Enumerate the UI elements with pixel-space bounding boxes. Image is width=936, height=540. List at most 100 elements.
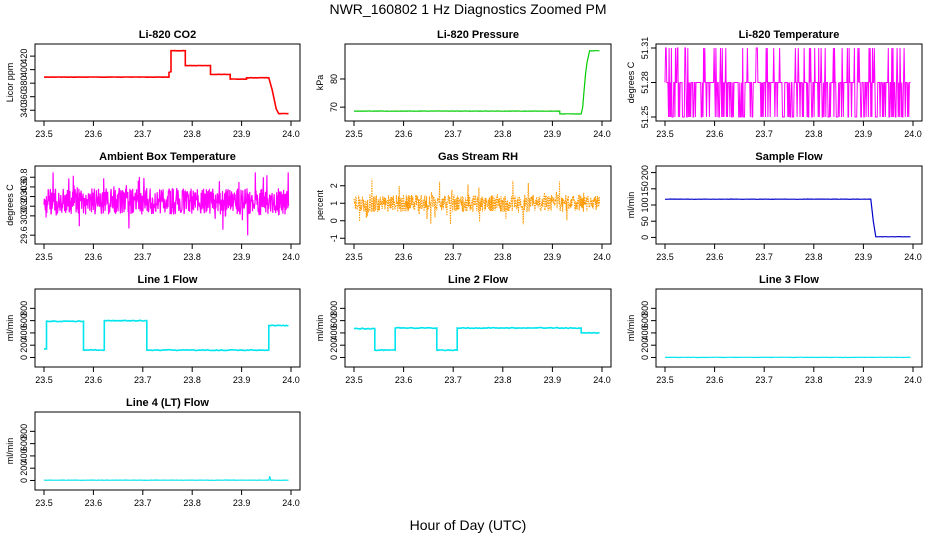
y-tick-label: 0 — [640, 235, 650, 240]
panel-title: Li-820 CO2 — [139, 29, 196, 41]
x-tick-label: 23.6 — [706, 375, 724, 385]
x-tick-label: 23.8 — [183, 129, 201, 139]
panel-sample_flow: Sample Flow 23.5 23.6 23.7 23.8 23.9 24.0 0 50 10… — [626, 151, 923, 262]
y-tick-label: 50 — [640, 216, 650, 226]
panel-gas_rh: Gas Stream RH 23.5 23.6 23.7 23.8 23.9 24.0 -1 0… — [315, 151, 612, 262]
x-tick-label: 23.7 — [134, 498, 152, 508]
x-tick-label: 24.0 — [593, 375, 611, 385]
y-tick-label: 600 — [19, 313, 29, 328]
series-line — [353, 326, 600, 352]
series-line — [664, 47, 911, 118]
plot-frame — [34, 43, 301, 122]
x-tick-label: 23.8 — [494, 252, 512, 262]
x-tick-label: 23.7 — [444, 252, 462, 262]
y-tick-label: -1 — [329, 234, 339, 242]
panel-line4: Line 4 (LT) Flow 23.5 23.6 23.7 23.8 23.9 24.0… — [5, 397, 301, 508]
y-axis-label: ml/min — [5, 438, 15, 465]
y-tick-label: 0 — [640, 355, 650, 360]
y-tick-label: 800 — [640, 301, 650, 316]
y-tick-label: 2 — [329, 183, 339, 188]
x-tick-label: 23.7 — [134, 129, 152, 139]
plot-frame — [34, 288, 301, 368]
plot-frame — [344, 43, 612, 122]
y-tick-label: 30.6 — [19, 178, 29, 196]
panel-title: Sample Flow — [755, 151, 823, 163]
x-tick-label: 23.9 — [233, 375, 251, 385]
x-tick-label: 23.8 — [183, 375, 201, 385]
y-axis-label: ml/min — [5, 315, 15, 342]
panel-title: Gas Stream RH — [438, 151, 518, 163]
panel-title: Line 3 Flow — [759, 274, 819, 286]
plot-frame — [655, 288, 923, 368]
x-tick-label: 24.0 — [593, 129, 611, 139]
x-tick-label: 24.0 — [904, 252, 922, 262]
y-tick-label: 30.4 — [19, 188, 29, 206]
y-tick-label: 100 — [640, 197, 650, 212]
x-tick-label: 23.8 — [494, 375, 512, 385]
x-tick-label: 23.9 — [855, 129, 873, 139]
x-tick-label: 23.5 — [35, 252, 53, 262]
y-tick-label: 380 — [19, 76, 29, 91]
panel-licor_temp: Li-820 Temperature 23.5 23.6 23.7 23.8 23.9 24… — [626, 29, 923, 139]
y-tick-label: 30.0 — [19, 207, 29, 225]
x-tick-label: 23.5 — [35, 375, 53, 385]
x-tick-label: 23.5 — [345, 252, 363, 262]
y-axis-label: Licor ppm — [5, 63, 15, 103]
x-tick-label: 23.9 — [233, 129, 251, 139]
y-tick-label: 800 — [19, 424, 29, 439]
y-tick-label: 600 — [329, 313, 339, 328]
y-axis-label: percent — [315, 189, 325, 220]
y-tick-label: 400 — [329, 325, 339, 340]
x-tick-label: 23.9 — [855, 252, 873, 262]
panel-line3: Line 3 Flow 23.5 23.6 23.7 23.8 23.9 24.0 0 2004… — [626, 274, 923, 385]
x-tick-label: 23.6 — [395, 252, 413, 262]
series-points — [353, 178, 600, 225]
x-tick-label: 24.0 — [282, 129, 300, 139]
y-axis-label: kPa — [315, 75, 325, 91]
panel-title: Line 2 Flow — [448, 274, 508, 286]
panel-line2: Line 2 Flow 23.5 23.6 23.7 23.8 23.9 24.0 0 2004… — [315, 274, 612, 385]
panel-title: Line 4 (LT) Flow — [126, 397, 209, 409]
y-tick-label: 800 — [329, 301, 339, 316]
figure-title: NWR_160802 1 Hz Diagnostics Zoomed PM — [329, 1, 607, 17]
x-tick-label: 23.6 — [395, 129, 413, 139]
y-tick-label: 420 — [19, 49, 29, 64]
x-tick-label: 23.7 — [444, 129, 462, 139]
y-tick-label: 51.28 — [640, 71, 650, 94]
y-tick-label: 0 — [19, 355, 29, 360]
x-tick-label: 23.7 — [755, 375, 773, 385]
x-tick-label: 23.9 — [544, 375, 562, 385]
y-tick-label: 30.2 — [19, 197, 29, 215]
y-tick-label: 70 — [329, 102, 339, 112]
y-axis-label: ml/min — [315, 315, 325, 342]
y-axis-label: ml/min — [626, 192, 636, 219]
x-tick-label: 23.6 — [706, 252, 724, 262]
x-tick-label: 23.8 — [805, 252, 823, 262]
y-tick-label: 150 — [640, 181, 650, 196]
panel-title: Li-820 Pressure — [437, 29, 519, 41]
panel-title: Line 1 Flow — [138, 274, 198, 286]
y-tick-label: 200 — [19, 338, 29, 353]
y-tick-label: 400 — [640, 325, 650, 340]
y-tick-label: 30.8 — [19, 168, 29, 186]
panel-ambient_box: Ambient Box Temperature 23.5 23.6 23.7 23.8 2… — [5, 151, 301, 262]
x-tick-label: 23.7 — [444, 375, 462, 385]
x-tick-label: 23.8 — [183, 498, 201, 508]
panel-title: Ambient Box Temperature — [99, 151, 236, 163]
panel-title: Li-820 Temperature — [739, 29, 840, 41]
x-tick-label: 23.7 — [755, 129, 773, 139]
y-tick-label: 200 — [19, 461, 29, 476]
y-axis-label: degrees C — [5, 184, 15, 226]
x-tick-label: 23.9 — [544, 129, 562, 139]
x-tick-label: 23.9 — [544, 252, 562, 262]
x-tick-label: 23.5 — [656, 375, 674, 385]
y-tick-label: 29.6 — [19, 226, 29, 244]
figure-xlabel: Hour of Day (UTC) — [409, 517, 527, 533]
x-tick-label: 23.7 — [755, 252, 773, 262]
x-tick-label: 23.6 — [706, 129, 724, 139]
series-line — [44, 319, 289, 352]
y-tick-label: 51.25 — [640, 106, 650, 129]
plot-frame — [344, 165, 612, 245]
x-tick-label: 23.9 — [855, 375, 873, 385]
x-tick-label: 23.9 — [233, 252, 251, 262]
